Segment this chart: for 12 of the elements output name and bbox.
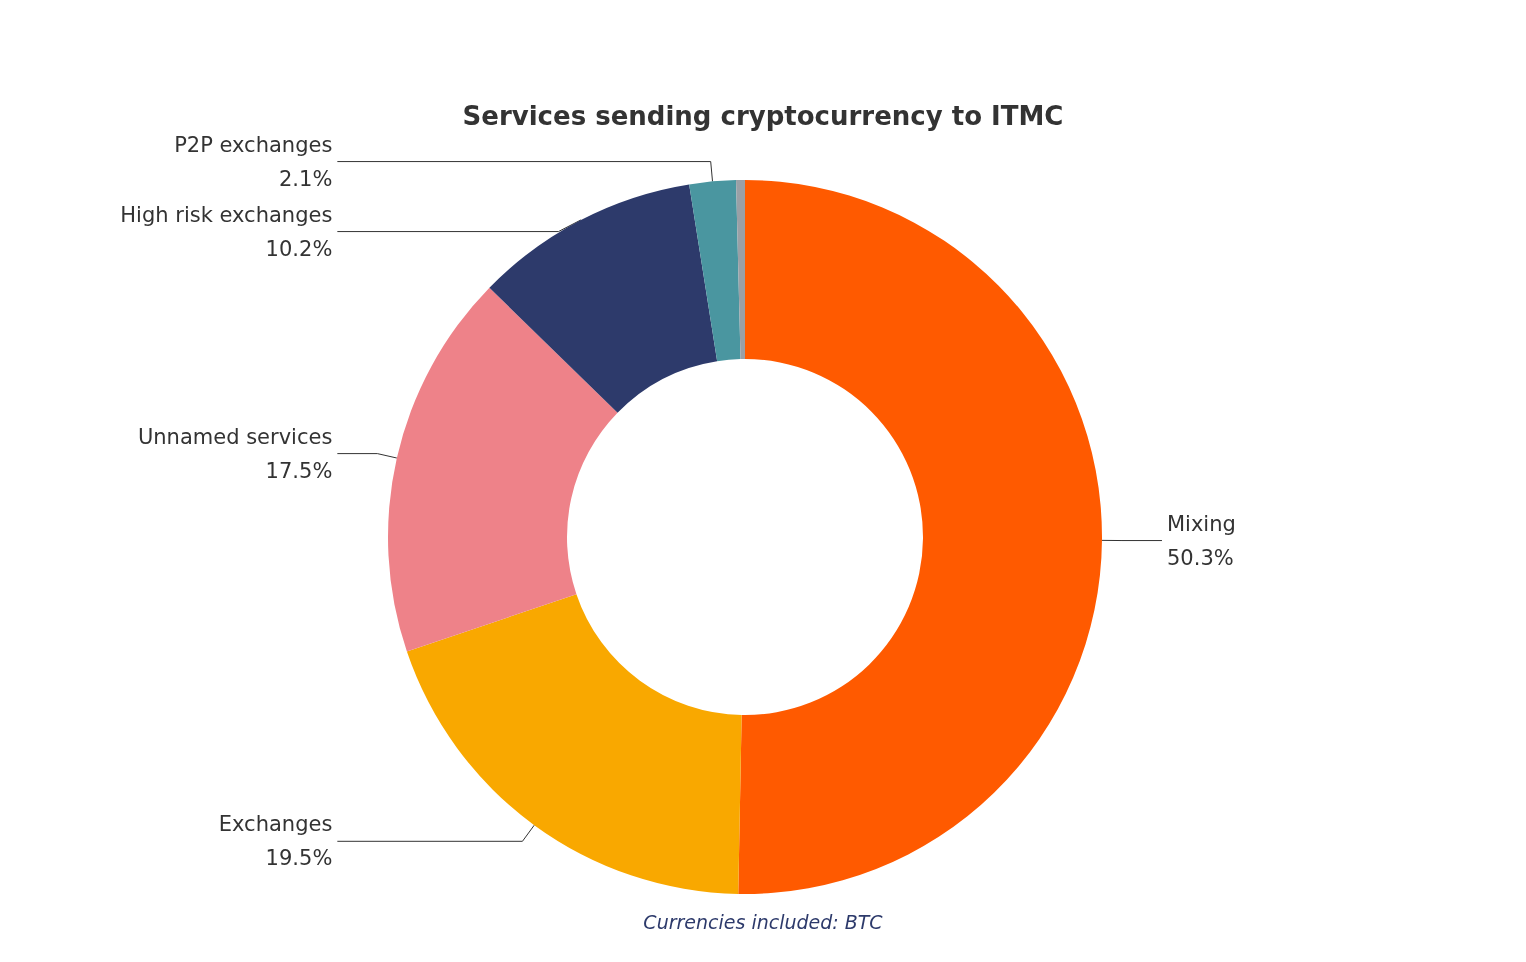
data-label: 19.5%	[265, 846, 333, 871]
chart-title: Services sending cryptocurrency to ITMC	[462, 101, 1064, 131]
data-label: 50.3%	[1166, 545, 1234, 570]
text: Currencies included: BTC	[643, 910, 884, 933]
data-label: 17.5%	[265, 458, 333, 483]
data-label: 2.1%	[278, 166, 333, 191]
slice-label: Mixing	[1166, 511, 1236, 536]
slice-label: Unnamed services	[137, 424, 333, 449]
slice-label: High risk exchanges	[120, 202, 333, 227]
data-label: 10.2%	[265, 236, 333, 261]
slice-label: Exchanges	[218, 812, 333, 837]
slice-label: P2P exchanges	[174, 132, 333, 157]
